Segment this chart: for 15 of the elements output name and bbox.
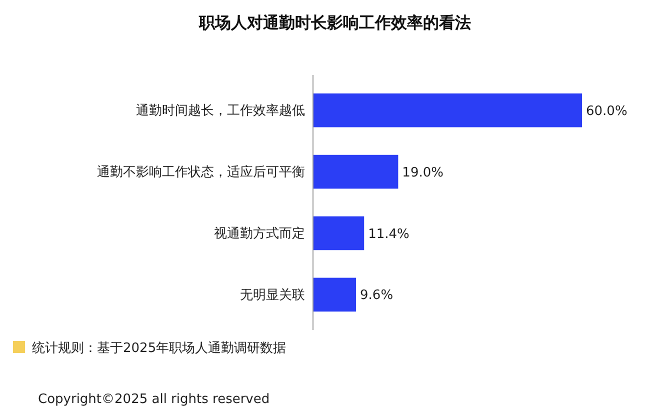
text: 统计规则：基于2025年职场人通勤调研数据: [32, 341, 286, 356]
y-tick-label: 无明显关联: [240, 288, 305, 303]
bar: [313, 216, 364, 250]
bar: [313, 278, 356, 312]
text: Copyright©2025 all rights reserved: [38, 392, 270, 407]
bar: [313, 154, 398, 189]
y-tick-label: 通勤不影响工作状态，适应后可平衡: [97, 164, 305, 180]
chart-title: 职场人对通勤时长影响工作效率的看法: [198, 13, 471, 32]
data-label: 60.0%: [586, 104, 628, 119]
data-label: 19.0%: [402, 165, 444, 180]
y-tick-label: 视通勤方式而定: [214, 225, 305, 242]
data-label: 11.4%: [368, 226, 410, 242]
data-label: 9.6%: [360, 288, 394, 304]
bar: [313, 93, 582, 128]
y-tick-label: 通勤时间越长，工作效率越低: [136, 102, 305, 118]
